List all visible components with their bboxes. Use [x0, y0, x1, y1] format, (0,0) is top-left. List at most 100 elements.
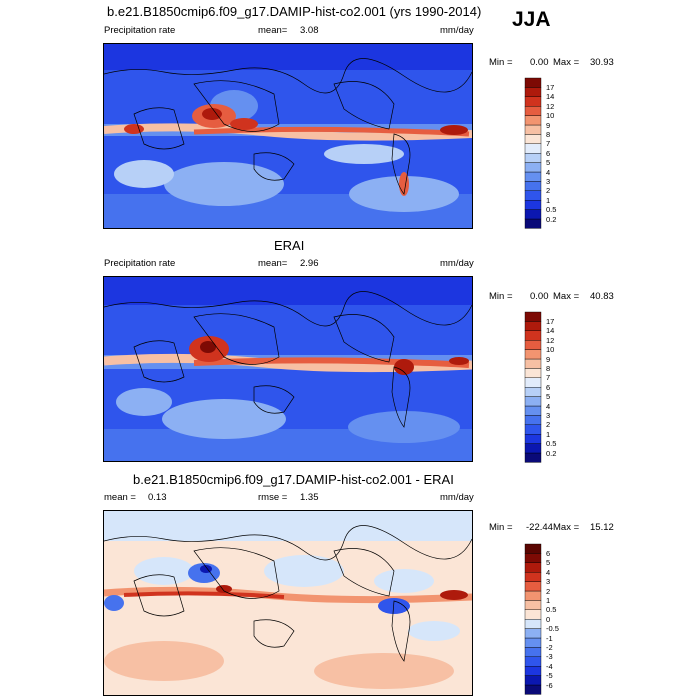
colorbar-tick-label: 10 — [546, 111, 555, 121]
colorbar-swatch — [524, 590, 542, 601]
panel1-title: b.e21.B1850cmip6.f09_g17.DAMIP-hist-co2.… — [107, 4, 482, 19]
colorbar-tick-label: 4 — [546, 567, 551, 577]
colorbar-tick-label: 17 — [546, 316, 555, 326]
colorbar-svg — [524, 77, 542, 229]
colorbar-swatch — [524, 134, 542, 145]
colorbar-swatch — [524, 637, 542, 648]
panel1-max-label: Max = — [553, 57, 580, 68]
panel3-units: mm/day — [440, 492, 474, 503]
colorbar-tick-label: 5 — [546, 558, 551, 568]
panel2-units: mm/day — [440, 258, 474, 269]
panel3-min-label: Min = — [489, 522, 513, 533]
colorbar-swatch — [524, 209, 542, 220]
colorbar-tick-label: -6 — [546, 680, 553, 690]
colorbar-tick-label: -1 — [546, 633, 553, 643]
colorbar-tick-label: 4 — [546, 401, 551, 411]
panel3-min-value: -22.44 — [526, 522, 553, 533]
colorbar-swatch — [524, 115, 542, 126]
colorbar-tick-label: 5 — [546, 392, 551, 402]
colorbar-tick-label: -5 — [546, 671, 553, 681]
colorbar-swatch — [524, 190, 542, 201]
colorbar-swatch — [524, 77, 542, 88]
colorbar-swatch — [524, 199, 542, 210]
panel2-colorbar: 0.2 0.5 1 2 3 4 5 6 7 8 9 10 12 14 17 — [524, 311, 556, 468]
colorbar-swatch — [524, 96, 542, 107]
colorbar-swatch — [524, 415, 542, 426]
colorbar-tick-label: 4 — [546, 167, 551, 177]
colorbar-swatch — [524, 377, 542, 388]
colorbar-swatch — [524, 106, 542, 116]
colorbar-swatch — [524, 405, 542, 416]
colorbar-swatch — [524, 181, 542, 192]
colorbar-swatch — [524, 452, 542, 463]
panel3-field — [104, 511, 472, 695]
colorbar-swatch — [524, 543, 542, 554]
panel1-field — [104, 44, 472, 228]
colorbar-swatch — [524, 443, 542, 454]
colorbar-swatch — [524, 572, 542, 582]
panel3-max-label: Max = — [553, 522, 580, 533]
colorbar-tick-label: -2 — [546, 642, 553, 652]
panel1-map — [103, 43, 473, 229]
colorbar-swatch — [524, 143, 542, 154]
colorbar-tick-label: 0 — [546, 614, 551, 624]
colorbar-tick-label: 2 — [546, 186, 551, 196]
colorbar-swatch — [524, 684, 542, 695]
colorbar-tick-label: 0.5 — [546, 205, 557, 215]
panel2-min-value: 0.00 — [530, 291, 549, 302]
colorbar-swatch — [524, 424, 542, 435]
colorbar-tick-label: 3 — [546, 577, 551, 587]
panel3-mean-value: 0.13 — [148, 492, 167, 503]
colorbar-swatch — [524, 87, 542, 97]
season-label: JJA — [512, 8, 551, 31]
colorbar-swatch — [524, 609, 542, 620]
colorbar-swatch — [524, 330, 542, 341]
colorbar-tick-label: 14 — [546, 92, 555, 102]
colorbar-swatch — [524, 311, 542, 322]
colorbar-swatch — [524, 162, 542, 173]
colorbar-tick-label: -0.5 — [546, 624, 559, 634]
colorbar-tick-label: 8 — [546, 363, 551, 373]
panel3-max-value: 15.12 — [590, 522, 614, 533]
panel1-max-value: 30.93 — [590, 57, 614, 68]
panel3-rmse-label: rmse = — [258, 492, 288, 503]
panel1-units: mm/day — [440, 25, 474, 36]
panel1-min-value: 0.00 — [530, 57, 549, 68]
panel3-map — [103, 510, 473, 696]
colorbar-swatch — [524, 396, 542, 407]
colorbar-tick-label: 6 — [546, 548, 551, 558]
colorbar-swatch — [524, 562, 542, 573]
panel2-left-label: Precipitation rate — [104, 258, 176, 269]
colorbar-tick-label: 8 — [546, 129, 551, 139]
colorbar-swatch — [524, 433, 542, 444]
colorbar-tick-label: 1 — [546, 429, 551, 439]
colorbar-tick-label: 7 — [546, 373, 551, 383]
colorbar-tick-label: 17 — [546, 82, 555, 92]
colorbar-svg — [524, 311, 542, 463]
colorbar-swatch — [524, 647, 542, 658]
colorbar-svg — [524, 543, 542, 695]
panel2-mean-label: mean= — [258, 258, 288, 269]
colorbar-tick-label: 14 — [546, 326, 555, 336]
colorbar-swatch — [524, 581, 542, 592]
colorbar-swatch — [524, 665, 542, 676]
panel3-mean-label: mean = — [104, 492, 136, 503]
colorbar-swatch — [524, 656, 542, 667]
colorbar-swatch — [524, 628, 542, 639]
panel2-min-label: Min = — [489, 291, 513, 302]
colorbar-swatch — [524, 358, 542, 369]
colorbar-tick-label: 1 — [546, 195, 551, 205]
panel2-title: ERAI — [274, 238, 305, 253]
colorbar-swatch — [524, 171, 542, 182]
colorbar-tick-label: 12 — [546, 335, 555, 345]
colorbar-tick-label: -3 — [546, 652, 553, 662]
colorbar-swatch — [524, 368, 542, 379]
colorbar-swatch — [524, 618, 542, 629]
colorbar-swatch — [524, 218, 542, 229]
panel2-max-label: Max = — [553, 291, 580, 302]
colorbar-tick-label: 6 — [546, 148, 551, 158]
colorbar-tick-label: 0.2 — [546, 448, 557, 458]
panel1-mean-value: 3.08 — [300, 25, 319, 36]
colorbar-tick-label: 9 — [546, 354, 551, 364]
panel2-map — [103, 276, 473, 462]
